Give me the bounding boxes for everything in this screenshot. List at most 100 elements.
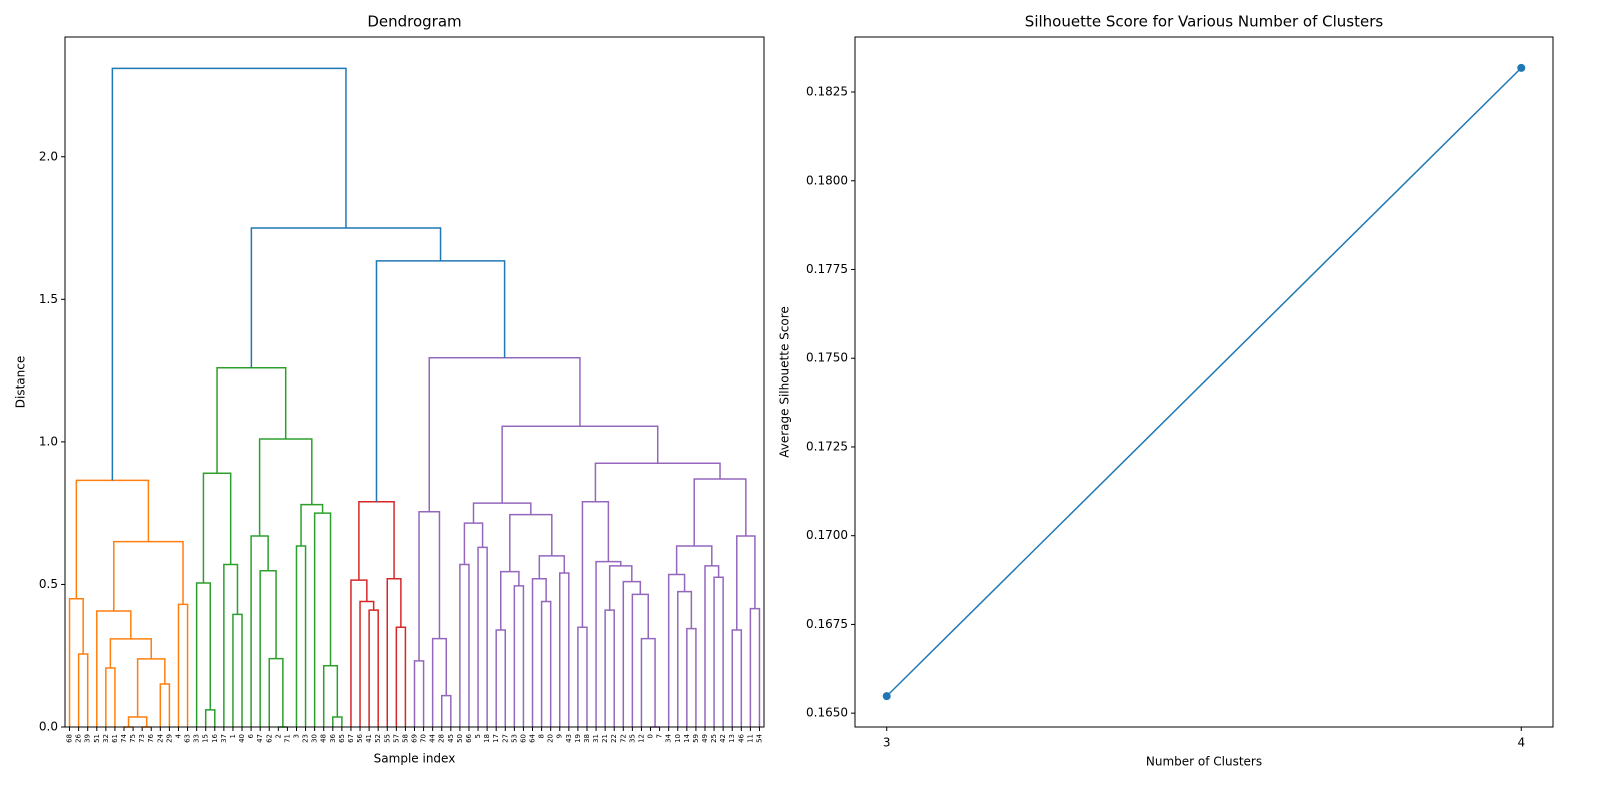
leaf-label: 19 bbox=[574, 734, 582, 743]
leaf-label: 66 bbox=[465, 733, 473, 742]
link bbox=[332, 716, 343, 727]
link bbox=[159, 683, 171, 727]
x-axis-label: Number of Clusters bbox=[1146, 755, 1262, 769]
link bbox=[749, 607, 761, 727]
leaf-label: 72 bbox=[619, 734, 627, 743]
y-tick-label: 1.0 bbox=[39, 434, 58, 448]
link bbox=[375, 260, 506, 502]
leaf-label: 45 bbox=[447, 734, 455, 743]
leaf-label: 64 bbox=[529, 733, 537, 742]
link bbox=[513, 585, 525, 727]
line bbox=[886, 67, 1522, 697]
leaf-label: 3 bbox=[292, 734, 300, 738]
leaf-label: 59 bbox=[692, 734, 700, 743]
link bbox=[431, 637, 448, 727]
link bbox=[223, 563, 239, 727]
link bbox=[216, 366, 287, 474]
link bbox=[622, 580, 642, 727]
leaf-label: 30 bbox=[311, 734, 319, 743]
leaf-label: 48 bbox=[320, 734, 328, 743]
leaf-label: 76 bbox=[147, 733, 155, 742]
y-tick-label: 0.1800 bbox=[806, 173, 848, 187]
leaf-label: 60 bbox=[519, 734, 527, 743]
link bbox=[713, 576, 724, 727]
link bbox=[295, 545, 307, 727]
link bbox=[440, 694, 452, 727]
link bbox=[368, 609, 379, 727]
leaf-label: 23 bbox=[302, 734, 310, 743]
leaf-label: 69 bbox=[411, 734, 419, 743]
leaf-label: 74 bbox=[120, 733, 128, 742]
link bbox=[75, 479, 150, 599]
link bbox=[313, 512, 332, 727]
link bbox=[386, 577, 402, 727]
link bbox=[195, 582, 211, 727]
y-tick-label: 0.0 bbox=[39, 720, 58, 734]
link bbox=[96, 610, 132, 727]
link bbox=[109, 638, 152, 668]
link bbox=[472, 502, 532, 524]
link bbox=[631, 593, 650, 727]
x-tick-label: 3 bbox=[883, 736, 891, 750]
leaf-label: 5 bbox=[474, 734, 482, 738]
leaf-label: 44 bbox=[429, 733, 437, 742]
link bbox=[667, 573, 686, 727]
link bbox=[509, 513, 553, 572]
link bbox=[704, 565, 720, 727]
link bbox=[540, 600, 552, 727]
leaf-label: 71 bbox=[283, 734, 291, 743]
leaf-label: 34 bbox=[665, 733, 673, 742]
link bbox=[640, 637, 656, 727]
link bbox=[477, 546, 488, 727]
chart-title: Dendrogram bbox=[367, 13, 461, 31]
leaf-label: 32 bbox=[102, 734, 110, 743]
leaf-label: 42 bbox=[719, 734, 727, 743]
leaf-label: 37 bbox=[220, 734, 228, 743]
y-axis-label: Average Silhouette Score bbox=[778, 306, 792, 458]
leaf-label: 13 bbox=[728, 734, 736, 743]
leaf-label: 8 bbox=[538, 734, 546, 738]
leaf-label: 52 bbox=[374, 734, 382, 743]
link bbox=[538, 555, 566, 579]
leaf-label: 62 bbox=[265, 734, 273, 743]
leaf-label: 40 bbox=[238, 734, 246, 743]
leaf-label: 35 bbox=[628, 734, 636, 743]
link bbox=[686, 627, 697, 727]
leaf-label: 0 bbox=[647, 734, 655, 738]
link bbox=[608, 565, 633, 611]
leaf-label: 26 bbox=[75, 733, 83, 742]
leaf-label: 39 bbox=[84, 734, 92, 743]
plot-frame bbox=[854, 36, 1554, 728]
leaf-label: 6 bbox=[247, 733, 255, 738]
leaf-label: 14 bbox=[683, 733, 691, 742]
link bbox=[577, 626, 588, 727]
leaf-label: 58 bbox=[401, 734, 409, 743]
link bbox=[736, 535, 756, 631]
leaf-label: 65 bbox=[338, 734, 346, 743]
y-axis-label: Distance bbox=[14, 356, 28, 408]
link bbox=[105, 667, 116, 727]
marker bbox=[1517, 63, 1526, 72]
leaf-label: 10 bbox=[674, 734, 682, 743]
chart-title: Silhouette Score for Various Number of C… bbox=[1025, 13, 1384, 31]
link bbox=[300, 503, 324, 546]
leaf-label: 75 bbox=[129, 734, 137, 743]
link bbox=[604, 609, 615, 727]
leaf-label: 54 bbox=[755, 733, 763, 742]
link bbox=[77, 653, 89, 727]
link bbox=[595, 560, 622, 727]
link bbox=[413, 660, 425, 727]
leaf-label: 20 bbox=[547, 734, 555, 743]
leaf-label: 61 bbox=[111, 734, 119, 743]
leaf-label: 31 bbox=[592, 734, 600, 743]
leaf-label: 68 bbox=[66, 734, 74, 743]
y-tick-label: 0.1725 bbox=[806, 439, 848, 453]
x-axis-label: Sample index bbox=[374, 752, 456, 766]
link bbox=[531, 577, 547, 727]
leaf-label: 50 bbox=[456, 734, 464, 743]
leaf-label: 41 bbox=[365, 734, 373, 743]
leaf-label: 27 bbox=[501, 734, 509, 743]
y-tick-label: 1.5 bbox=[39, 292, 58, 306]
link bbox=[202, 472, 232, 584]
